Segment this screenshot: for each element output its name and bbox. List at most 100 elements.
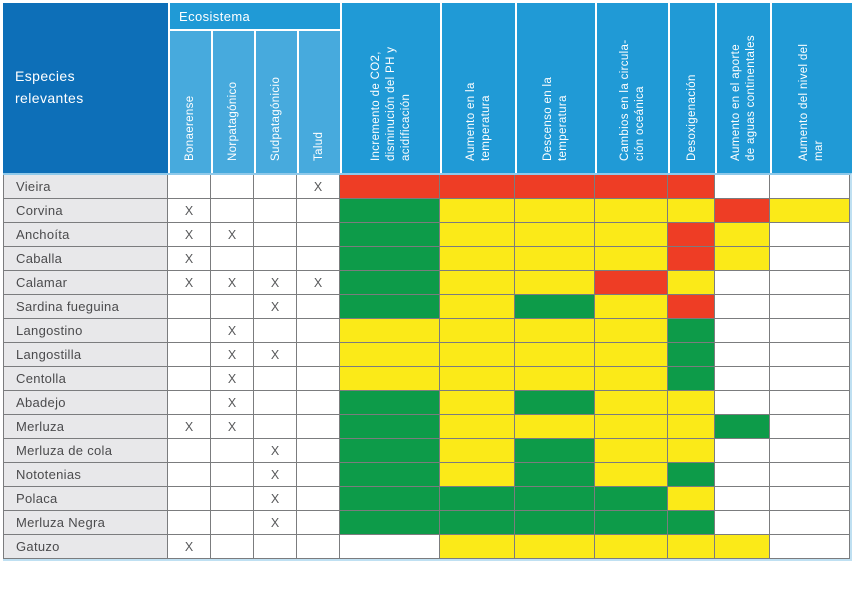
species-name: Langostino bbox=[3, 319, 168, 343]
ecosystem-mark-cell bbox=[297, 511, 340, 535]
ecosystem-mark-cell bbox=[254, 367, 297, 391]
ecosystem-mark-cell: X bbox=[168, 223, 211, 247]
ecosystem-mark-cell bbox=[168, 175, 211, 199]
impact-level-cell-yellow bbox=[668, 271, 715, 295]
species-name: Polaca bbox=[3, 487, 168, 511]
ecosystem-column-header-label: Talud bbox=[313, 131, 326, 161]
impact-level-cell-red bbox=[668, 247, 715, 271]
species-row: Merluza X X bbox=[3, 415, 850, 439]
impact-level-cell-yellow bbox=[440, 343, 515, 367]
impact-level-cell-red bbox=[715, 199, 770, 223]
impact-level-cell-red bbox=[515, 175, 595, 199]
impact-level-cell-yellow bbox=[668, 439, 715, 463]
impact-level-cell-yellow bbox=[595, 391, 668, 415]
ecosystem-mark-cell: X bbox=[254, 487, 297, 511]
impact-level-cell-green bbox=[440, 487, 515, 511]
impact-level-cell-green bbox=[340, 415, 440, 439]
ecosystem-mark-cell bbox=[254, 223, 297, 247]
species-row: Merluza Negra X bbox=[3, 511, 850, 535]
species-name: Abadejo bbox=[3, 391, 168, 415]
impact-level-cell-green bbox=[340, 391, 440, 415]
ecosystem-mark-cell bbox=[211, 247, 254, 271]
impact-level-cell-yellow bbox=[595, 367, 668, 391]
impact-column-header: Incremento de CO2, disminución del PH y … bbox=[342, 3, 440, 173]
impact-level-cell-green bbox=[340, 295, 440, 319]
ecosystem-mark-cell: X bbox=[168, 247, 211, 271]
ecosystem-mark-cell: X bbox=[297, 271, 340, 295]
ecosystem-mark-cell bbox=[254, 391, 297, 415]
species-name: Merluza de cola bbox=[3, 439, 168, 463]
impact-level-cell-green bbox=[340, 271, 440, 295]
species-climate-impact-matrix: Especies relevantes Ecosistema Bonaerens… bbox=[3, 3, 852, 561]
impact-level-cell-yellow bbox=[340, 343, 440, 367]
ecosystem-mark-cell bbox=[168, 511, 211, 535]
ecosystem-column-header-label: Norpatagónico bbox=[227, 81, 240, 161]
impact-level-cell-green bbox=[515, 511, 595, 535]
ecosystem-mark-cell bbox=[297, 367, 340, 391]
impact-level-cell-none bbox=[715, 343, 770, 367]
impact-level-cell-red bbox=[668, 175, 715, 199]
species-row: Nototenias X bbox=[3, 463, 850, 487]
impact-level-cell-green bbox=[715, 415, 770, 439]
impact-level-cell-green bbox=[340, 223, 440, 247]
species-name: Calamar bbox=[3, 271, 168, 295]
impact-level-cell-green bbox=[668, 511, 715, 535]
impact-level-cell-yellow bbox=[715, 223, 770, 247]
ecosystem-mark-cell bbox=[211, 487, 254, 511]
species-row: Centolla X bbox=[3, 367, 850, 391]
ecosystem-mark-cell: X bbox=[168, 415, 211, 439]
impact-level-cell-yellow bbox=[440, 439, 515, 463]
impact-level-cell-none bbox=[715, 295, 770, 319]
species-row: Gatuzo X bbox=[3, 535, 850, 559]
ecosystem-column-header-label: Bonaerense bbox=[184, 95, 197, 161]
impact-level-cell-green bbox=[515, 295, 595, 319]
impact-level-cell-none bbox=[770, 343, 850, 367]
ecosystem-mark-cell bbox=[211, 199, 254, 223]
species-name: Caballa bbox=[3, 247, 168, 271]
ecosystem-mark-cell bbox=[297, 247, 340, 271]
impact-level-cell-yellow bbox=[595, 223, 668, 247]
ecosystem-group-label: Ecosistema bbox=[170, 3, 340, 29]
ecosystem-mark-cell: X bbox=[211, 367, 254, 391]
impact-level-cell-yellow bbox=[595, 535, 668, 559]
ecosystem-mark-cell bbox=[211, 439, 254, 463]
species-name: Vieira bbox=[3, 175, 168, 199]
impact-column-header: Cambios en la circula- ción oceánica bbox=[597, 3, 668, 173]
ecosystem-mark-cell bbox=[297, 343, 340, 367]
ecosystem-mark-cell bbox=[168, 319, 211, 343]
ecosystem-mark-cell: X bbox=[211, 343, 254, 367]
species-row: Vieira X bbox=[3, 175, 850, 199]
species-row: Caballa X bbox=[3, 247, 850, 271]
impact-level-cell-green bbox=[340, 463, 440, 487]
impact-level-cell-none bbox=[715, 367, 770, 391]
impact-level-cell-yellow bbox=[668, 415, 715, 439]
species-name: Anchoíta bbox=[3, 223, 168, 247]
impact-level-cell-green bbox=[440, 511, 515, 535]
impact-level-cell-none bbox=[770, 247, 850, 271]
impact-level-cell-yellow bbox=[668, 199, 715, 223]
impact-level-cell-none bbox=[715, 175, 770, 199]
impact-level-cell-yellow bbox=[440, 367, 515, 391]
impact-column-header: Descenso en la temperatura bbox=[517, 3, 595, 173]
species-row: Anchoíta X X bbox=[3, 223, 850, 247]
impact-level-cell-green bbox=[668, 463, 715, 487]
species-row: Langostino X bbox=[3, 319, 850, 343]
table-body: Vieira X Corvina X Anchoíta X X Caballa X Calamar… bbox=[3, 173, 852, 561]
impact-level-cell-yellow bbox=[595, 319, 668, 343]
impact-level-cell-yellow bbox=[440, 295, 515, 319]
impact-level-cell-green bbox=[668, 367, 715, 391]
ecosystem-column-header: Norpatagónico bbox=[213, 31, 254, 173]
impact-level-cell-none bbox=[770, 535, 850, 559]
impact-column-header-label: Desoxigenación bbox=[686, 74, 699, 161]
ecosystem-mark-cell bbox=[168, 463, 211, 487]
impact-level-cell-green bbox=[340, 199, 440, 223]
impact-level-cell-yellow bbox=[440, 199, 515, 223]
impact-level-cell-none bbox=[715, 319, 770, 343]
impact-level-cell-none bbox=[770, 511, 850, 535]
species-row: Abadejo X bbox=[3, 391, 850, 415]
impact-level-cell-yellow bbox=[440, 247, 515, 271]
species-row: Sardina fueguina X bbox=[3, 295, 850, 319]
ecosystem-column-header: Talud bbox=[299, 31, 340, 173]
ecosystem-mark-cell: X bbox=[211, 319, 254, 343]
impact-level-cell-none bbox=[715, 439, 770, 463]
